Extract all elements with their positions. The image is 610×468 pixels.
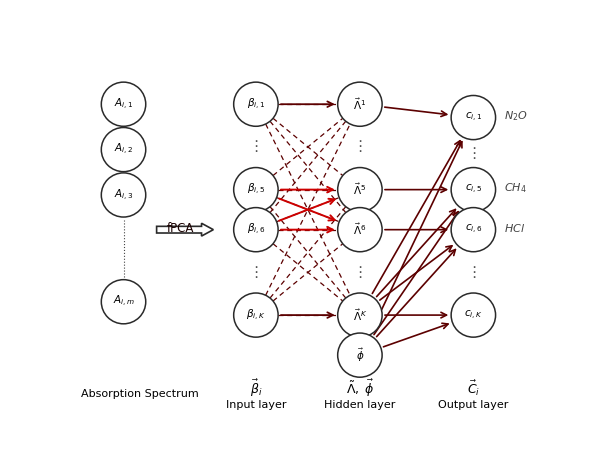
Text: $A_{i,3}$: $A_{i,3}$ <box>114 187 133 203</box>
Text: ⋮: ⋮ <box>466 146 481 161</box>
Ellipse shape <box>234 293 278 337</box>
Text: $HCl$: $HCl$ <box>504 222 525 234</box>
Text: $CH_4$: $CH_4$ <box>504 182 527 195</box>
Ellipse shape <box>234 208 278 252</box>
FancyArrow shape <box>157 223 214 236</box>
Ellipse shape <box>338 168 382 212</box>
Text: $c_{i,1}$: $c_{i,1}$ <box>465 111 482 124</box>
Ellipse shape <box>234 82 278 126</box>
Ellipse shape <box>451 208 495 252</box>
Ellipse shape <box>101 82 146 126</box>
Text: $\vec{\Lambda}^5$: $\vec{\Lambda}^5$ <box>353 182 367 197</box>
Ellipse shape <box>101 280 146 324</box>
Text: $\tilde{\Lambda},\;\vec{\phi}$: $\tilde{\Lambda},\;\vec{\phi}$ <box>346 378 374 399</box>
Text: fPCA: fPCA <box>167 222 194 235</box>
Text: ⋮: ⋮ <box>248 139 264 154</box>
Text: $\vec{\Lambda}^K$: $\vec{\Lambda}^K$ <box>353 307 367 323</box>
Text: $\vec{\beta}_i$: $\vec{\beta}_i$ <box>249 378 262 399</box>
Text: $A_{i,m}$: $A_{i,m}$ <box>113 294 134 309</box>
Text: $c_{i,6}$: $c_{i,6}$ <box>465 223 482 236</box>
Ellipse shape <box>451 168 495 212</box>
Text: ⋮: ⋮ <box>353 139 367 154</box>
Ellipse shape <box>338 333 382 377</box>
Text: $c_{i,K}$: $c_{i,K}$ <box>464 308 483 322</box>
Text: Absorption Spectrum: Absorption Spectrum <box>81 389 199 399</box>
Text: $c_{i,5}$: $c_{i,5}$ <box>465 183 482 196</box>
Ellipse shape <box>234 168 278 212</box>
Text: Input layer: Input layer <box>226 400 286 410</box>
Text: $\beta_{i,6}$: $\beta_{i,6}$ <box>246 222 265 237</box>
Ellipse shape <box>338 82 382 126</box>
Text: $\vec{\Lambda}^1$: $\vec{\Lambda}^1$ <box>353 96 367 112</box>
Text: $\vec{C}_i$: $\vec{C}_i$ <box>467 379 480 398</box>
Ellipse shape <box>338 293 382 337</box>
Text: $A_{i,1}$: $A_{i,1}$ <box>114 97 133 112</box>
Ellipse shape <box>101 173 146 217</box>
Ellipse shape <box>451 293 495 337</box>
Ellipse shape <box>451 95 495 139</box>
Text: $A_{i,2}$: $A_{i,2}$ <box>114 142 133 157</box>
Text: ⋮: ⋮ <box>466 265 481 280</box>
Text: $\beta_{i,5}$: $\beta_{i,5}$ <box>246 182 265 197</box>
Text: $\vec{\Lambda}^6$: $\vec{\Lambda}^6$ <box>353 222 367 237</box>
Text: $\vec{\phi}$: $\vec{\phi}$ <box>356 346 364 364</box>
Ellipse shape <box>338 208 382 252</box>
Text: Output layer: Output layer <box>438 400 509 410</box>
Text: $N_2O$: $N_2O$ <box>504 110 528 123</box>
Text: $\beta_{i,1}$: $\beta_{i,1}$ <box>246 97 265 112</box>
Ellipse shape <box>101 127 146 172</box>
Text: Hidden layer: Hidden layer <box>324 400 396 410</box>
Text: $\beta_{i,K}$: $\beta_{i,K}$ <box>246 307 266 322</box>
Text: ⋮: ⋮ <box>353 265 367 280</box>
Text: ⋮: ⋮ <box>248 265 264 280</box>
